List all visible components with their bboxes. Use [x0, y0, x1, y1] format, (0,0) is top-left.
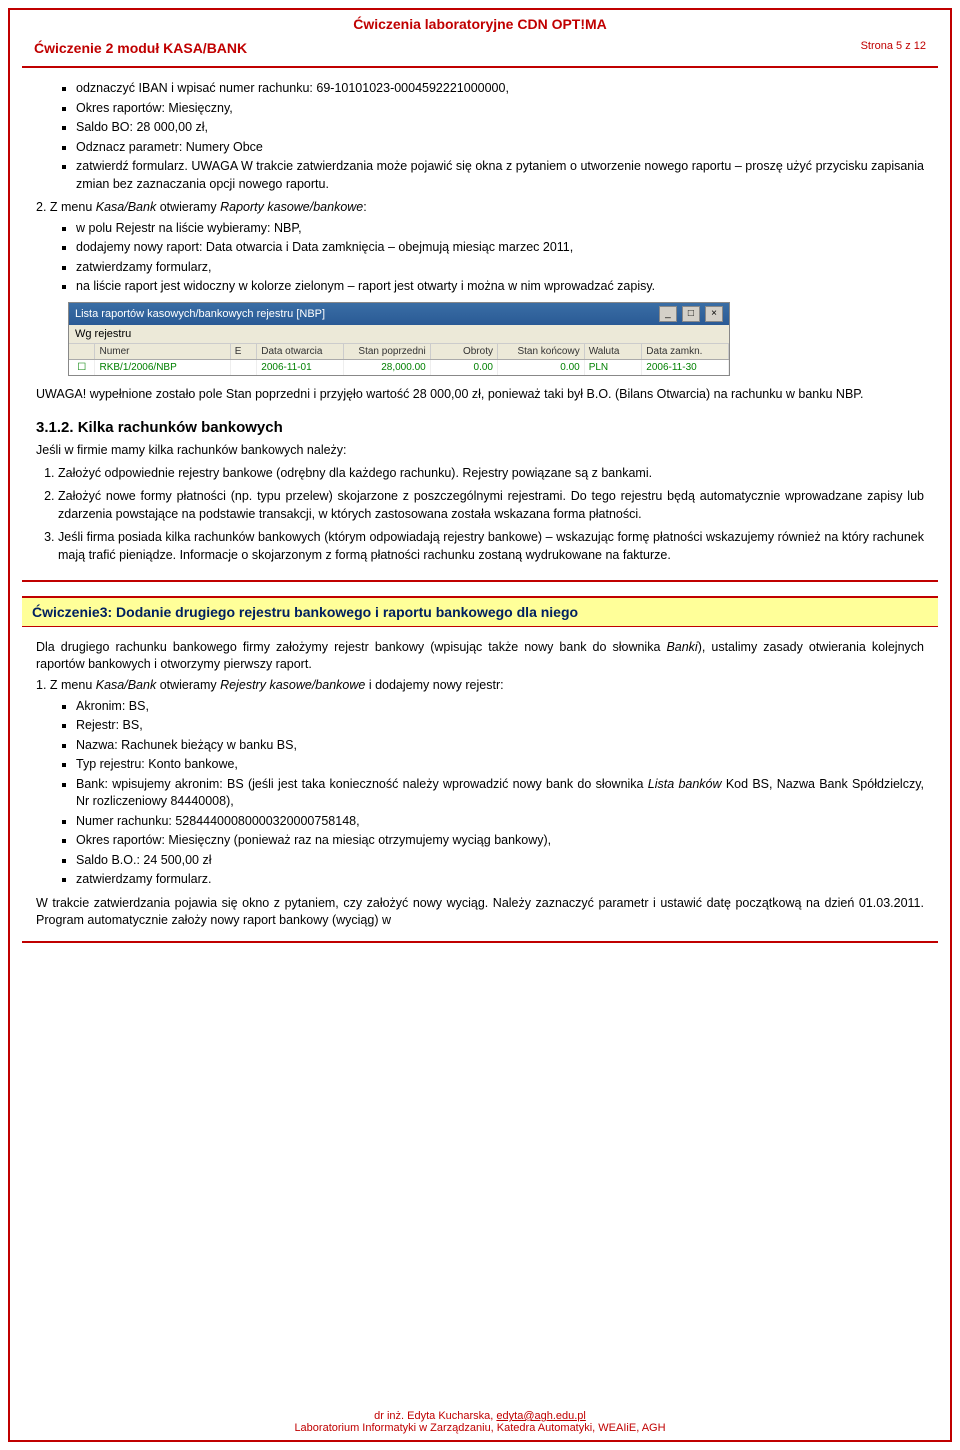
text: i dodajemy nowy rejestr:	[365, 678, 503, 692]
col-header: E	[231, 344, 257, 359]
footer: dr inż. Edyta Kucharska, edyta@agh.edu.p…	[10, 1410, 950, 1434]
list-item: Bank: wpisujemy akronim: BS (jeśli jest …	[76, 776, 924, 811]
cell: PLN	[585, 360, 643, 375]
maximize-icon[interactable]: □	[682, 306, 700, 322]
text-em: Kasa/Bank	[96, 678, 156, 692]
list-item: Założyć odpowiednie rejestry bankowe (od…	[58, 465, 924, 483]
list-item: odznaczyć IBAN i wpisać numer rachunku: …	[76, 80, 924, 98]
col-header: Obroty	[431, 344, 498, 359]
numbered-list: Założyć odpowiednie rejestry bankowe (od…	[36, 465, 924, 565]
window-buttons: _ □ ×	[657, 306, 723, 322]
footer-line1: dr inż. Edyta Kucharska, edyta@agh.edu.p…	[10, 1410, 950, 1422]
text: otwieramy	[156, 678, 220, 692]
list-item: Typ rejestru: Konto bankowe,	[76, 756, 924, 774]
list-item: Nazwa: Rachunek bieżący w banku BS,	[76, 737, 924, 755]
minimize-icon[interactable]: _	[659, 306, 677, 322]
col-header: Waluta	[585, 344, 643, 359]
list-item: Jeśli firma posiada kilka rachunków bank…	[58, 529, 924, 564]
text: Bank: wpisujemy akronim: BS (jeśli jest …	[76, 777, 648, 791]
table-header: Numer E Data otwarcia Stan poprzedni Obr…	[69, 344, 729, 360]
col-header: Stan końcowy	[498, 344, 585, 359]
bullet-list-3: Akronim: BS, Rejestr: BS, Nazwa: Rachune…	[36, 698, 924, 889]
wg-label: Wg rejestru	[75, 328, 131, 340]
uwaga-paragraph: UWAGA! wypełnione zostało pole Stan popr…	[36, 386, 924, 403]
col-header: Data otwarcia	[257, 344, 344, 359]
list-item: Numer rachunku: 528444000800003200007581…	[76, 813, 924, 831]
list-item: Saldo B.O.: 24 500,00 zł	[76, 852, 924, 870]
text: Dla drugiego rachunku bankowego firmy za…	[36, 640, 666, 654]
list-item: Odznacz parametr: Numery Obce	[76, 139, 924, 157]
list-item: Założyć nowe formy płatności (np. typu p…	[58, 488, 924, 523]
list-item: w polu Rejestr na liście wybieramy: NBP,	[76, 220, 924, 238]
col-check	[69, 344, 95, 359]
text-em: Kasa/Bank	[96, 200, 156, 214]
exercise-title: Ćwiczenie3: Dodanie drugiego rejestru ba…	[22, 596, 938, 627]
list-item: Akronim: BS,	[76, 698, 924, 716]
col-header: Stan poprzedni	[344, 344, 431, 359]
section-intro: Jeśli w firmie mamy kilka rachunków bank…	[36, 442, 924, 459]
footer-email[interactable]: edyta@agh.edu.pl	[496, 1410, 585, 1422]
bullet-list-2: w polu Rejestr na liście wybieramy: NBP,…	[36, 220, 924, 296]
list-item: zatwierdzamy formularz.	[76, 871, 924, 889]
row-check[interactable]: ☐	[69, 360, 95, 375]
exercise-tail: W trakcie zatwierdzania pojawia się okno…	[36, 895, 924, 929]
cell	[231, 360, 257, 375]
cell: 28,000.00	[344, 360, 431, 375]
list-item: Okres raportów: Miesięczny,	[76, 100, 924, 118]
subheader-left: Ćwiczenie 2 moduł KASA/BANK	[34, 40, 247, 56]
list-item: Saldo BO: 28 000,00 zł,	[76, 119, 924, 137]
header: Ćwiczenia laboratoryjne CDN OPT!MA	[10, 10, 950, 36]
footer-text: dr inż. Edyta Kucharska,	[374, 1410, 496, 1422]
screenshot-window: Lista raportów kasowych/bankowych rejest…	[68, 302, 730, 376]
footer-line2: Laboratorium Informatyki w Zarządzaniu, …	[10, 1422, 950, 1434]
list-item: Okres raportów: Miesięczny (ponieważ raz…	[76, 832, 924, 850]
table-row[interactable]: ☐ RKB/1/2006/NBP 2006-11-01 28,000.00 0.…	[69, 360, 729, 375]
page-number: Strona 5 z 12	[861, 40, 926, 56]
list-item: Rejestr: BS,	[76, 717, 924, 735]
list-item: dodajemy nowy raport: Data otwarcia i Da…	[76, 239, 924, 257]
text: :	[363, 200, 366, 214]
window-title: Lista raportów kasowych/bankowych rejest…	[75, 308, 325, 320]
window-toolbar: Wg rejestru	[69, 325, 729, 344]
list-item: zatwierdź formularz. UWAGA W trakcie zat…	[76, 158, 924, 193]
text-em: Banki	[666, 640, 697, 654]
text-em: Raporty kasowe/bankowe	[220, 200, 363, 214]
cell: 0.00	[498, 360, 585, 375]
exercise-intro: Dla drugiego rachunku bankowego firmy za…	[36, 639, 924, 673]
bullet-list-1: odznaczyć IBAN i wpisać numer rachunku: …	[36, 80, 924, 193]
text-em: Lista banków	[648, 777, 722, 791]
cell: RKB/1/2006/NBP	[95, 360, 230, 375]
window-titlebar: Lista raportów kasowych/bankowych rejest…	[69, 303, 729, 325]
text: 1. Z menu	[36, 678, 96, 692]
cell: 2006-11-30	[642, 360, 729, 375]
cell: 2006-11-01	[257, 360, 344, 375]
text-em: Rejestry kasowe/bankowe	[220, 678, 365, 692]
paragraph: 2. Z menu Kasa/Bank otwieramy Raporty ka…	[36, 199, 924, 216]
list-item: na liście raport jest widoczny w kolorze…	[76, 278, 924, 296]
col-header: Numer	[95, 344, 230, 359]
text: otwieramy	[156, 200, 220, 214]
text: 2. Z menu	[36, 200, 96, 214]
content-box-1: odznaczyć IBAN i wpisać numer rachunku: …	[22, 66, 938, 582]
header-title: Ćwiczenia laboratoryjne CDN OPT!MA	[353, 16, 607, 32]
exercise-body: Dla drugiego rachunku bankowego firmy za…	[22, 627, 938, 942]
section-title: 3.1.2. Kilka rachunków bankowych	[36, 419, 924, 436]
col-header: Data zamkn.	[642, 344, 729, 359]
exercise-step1: 1. Z menu Kasa/Bank otwieramy Rejestry k…	[36, 677, 924, 694]
cell: 0.00	[431, 360, 498, 375]
close-icon[interactable]: ×	[705, 306, 723, 322]
page-frame: Ćwiczenia laboratoryjne CDN OPT!MA Ćwicz…	[8, 8, 952, 1442]
subheader: Ćwiczenie 2 moduł KASA/BANK Strona 5 z 1…	[10, 36, 950, 66]
list-item: zatwierdzamy formularz,	[76, 259, 924, 277]
